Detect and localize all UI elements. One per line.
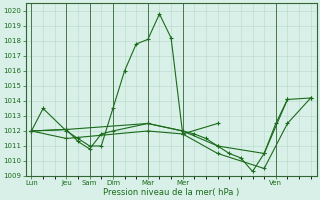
X-axis label: Pression niveau de la mer( hPa ): Pression niveau de la mer( hPa ): [103, 188, 239, 197]
